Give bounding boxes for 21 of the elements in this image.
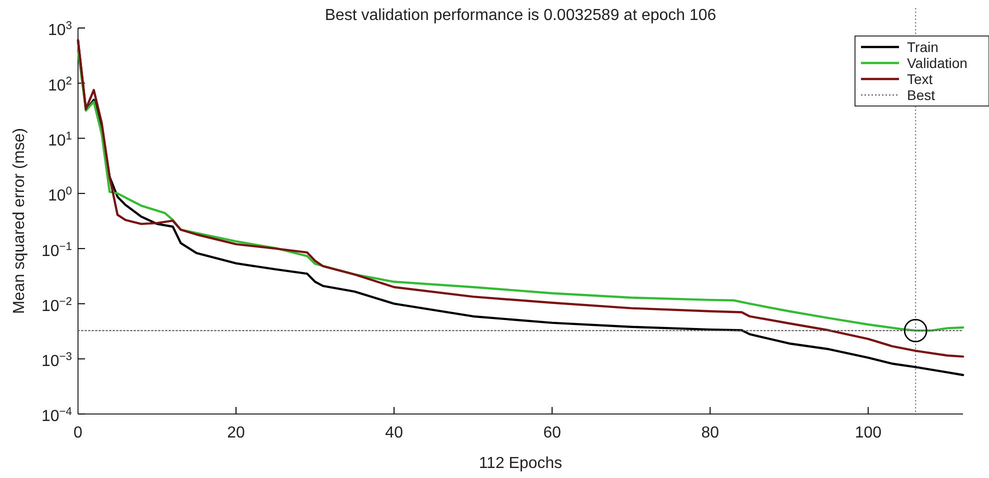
legend-label: Text: [907, 71, 933, 87]
x-tick-label: 80: [701, 424, 720, 442]
x-tick-label: 100: [854, 424, 882, 442]
y-tick-label: 10$^{2}$: [48, 75, 72, 94]
y-tick-label: 10$^{0}$: [48, 186, 72, 205]
y-tick-label: 10$^{−4}$: [41, 406, 72, 426]
x-axis-title: 112 Epochs: [478, 455, 562, 472]
y-tick-label: 10$^{−3}$: [41, 351, 72, 370]
y-tick-label: 10$^{3}$: [48, 20, 72, 40]
legend-label: Train: [907, 39, 938, 55]
x-tick-label: 40: [385, 424, 404, 442]
y-tick-label: 10$^{−2}$: [41, 296, 72, 315]
legend-label: Validation: [907, 55, 968, 71]
y-tick-label: 10$^{1}$: [48, 130, 72, 150]
y-tick-label: 10$^{−1}$: [41, 240, 72, 260]
legend-label: Best: [907, 87, 936, 103]
x-tick-label: 0: [74, 424, 83, 442]
y-axis-title: Mean squared error (mse): [11, 128, 28, 314]
x-tick-label: 20: [227, 424, 246, 442]
x-tick-label: 60: [543, 424, 562, 442]
chart-title: Best validation performance is 0.0032589 at epoch 106: [324, 7, 716, 24]
